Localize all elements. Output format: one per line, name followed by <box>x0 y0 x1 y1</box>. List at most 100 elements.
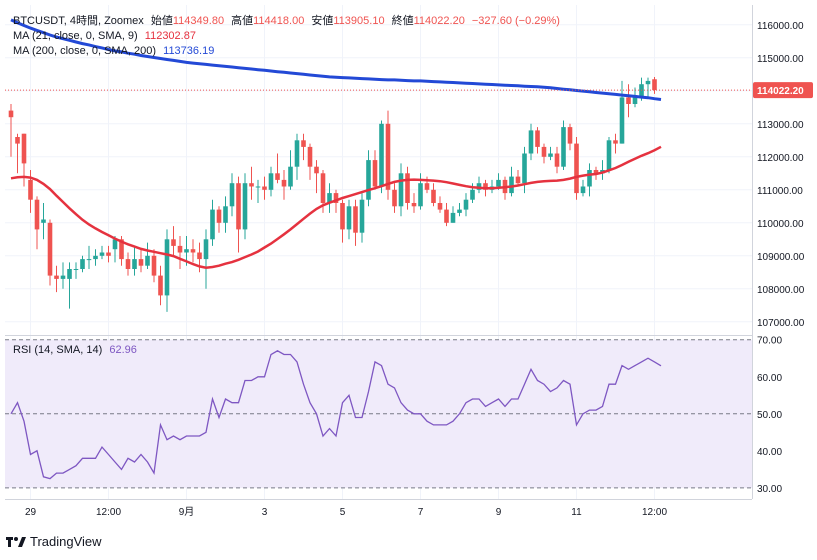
change-value: −327.60 (−0.29%) <box>471 15 560 27</box>
candle-body <box>184 249 189 253</box>
candle <box>574 137 579 200</box>
brand-name: TradingView <box>30 534 102 549</box>
candle <box>112 236 118 263</box>
candle-body <box>463 199 469 210</box>
candle-body <box>242 183 248 230</box>
candle-body <box>125 259 131 269</box>
candle-body <box>294 140 300 167</box>
candle <box>255 179 261 203</box>
price-tick-label: 111000.00 <box>757 186 803 197</box>
time-tick-label: 11 <box>571 507 582 518</box>
candle-body <box>119 239 124 260</box>
candle <box>164 229 170 312</box>
candle-body <box>223 206 228 223</box>
candle <box>444 203 449 227</box>
time-tick-label: 12:00 <box>642 507 667 518</box>
candle <box>281 170 287 200</box>
candle <box>54 265 59 293</box>
candle-body <box>268 173 274 190</box>
candle-body <box>593 170 599 174</box>
candle <box>626 84 631 118</box>
candle-body <box>236 183 241 230</box>
candle <box>262 176 267 200</box>
candle <box>158 265 163 306</box>
tradingview-logo[interactable]: TradingView <box>6 534 102 549</box>
close-label: 終値 <box>391 15 414 27</box>
candle-body <box>203 239 209 260</box>
rsi-legend-value: 62.96 <box>109 344 137 356</box>
ma200-legend-row[interactable]: MA (200, close, 0, SMA, 200) 113736.19 <box>13 44 564 59</box>
candle-body <box>28 179 33 200</box>
candle-body <box>554 153 560 167</box>
candle <box>47 219 53 286</box>
candle <box>463 193 469 217</box>
candle <box>587 163 592 197</box>
candle <box>132 245 137 276</box>
candle <box>8 104 14 157</box>
candle-body <box>613 140 618 144</box>
price-axis[interactable]: 107000.00 108000.00 109000.00 110000.00 1110… <box>757 21 805 329</box>
candle-body <box>567 127 573 144</box>
current-price-label: 114022.20 <box>757 86 804 97</box>
low-value: 113905.10 <box>333 15 385 27</box>
candle-body <box>639 84 644 98</box>
candle <box>476 176 482 194</box>
candle <box>177 236 183 269</box>
candle <box>619 80 625 144</box>
ma21-legend-value: 112302.87 <box>144 30 196 42</box>
candle <box>216 206 222 233</box>
candle-body <box>54 275 59 279</box>
candle <box>411 193 417 213</box>
candle <box>60 262 66 289</box>
candle-body <box>606 140 612 170</box>
candle <box>67 262 72 309</box>
time-tick-label: 29 <box>25 507 37 518</box>
candle <box>86 245 92 269</box>
rsi-axis[interactable]: 30.00 40.00 50.00 60.00 70.00 <box>757 336 782 495</box>
ma21-legend-label: MA (21, close, 0, SMA, 9) <box>13 30 138 42</box>
tradingview-logo-icon <box>6 536 26 547</box>
candle <box>489 179 495 194</box>
price-tick-label: 116000.00 <box>757 21 804 32</box>
candle <box>613 133 618 154</box>
symbol-label[interactable]: BTCUSDT, 4時間, Zoomex <box>13 15 144 27</box>
candle-body <box>619 97 625 144</box>
candle-body <box>353 206 358 233</box>
candle <box>327 183 332 213</box>
candle <box>15 133 20 174</box>
candle <box>314 160 319 194</box>
candle-body <box>405 173 410 203</box>
candles <box>8 77 657 312</box>
time-tick-label: 12:00 <box>96 507 121 518</box>
candle-body <box>561 127 566 167</box>
candle <box>99 245 105 260</box>
candle <box>359 193 365 243</box>
candle-body <box>470 189 475 200</box>
candle-body <box>476 183 482 190</box>
candle-body <box>307 146 313 167</box>
candle-body <box>145 255 150 266</box>
candle <box>229 173 235 217</box>
open-value: 114349.80 <box>172 15 225 27</box>
candle-body <box>34 199 40 230</box>
candle <box>307 143 313 180</box>
candle <box>301 133 306 161</box>
candle <box>600 160 605 180</box>
candle <box>580 179 586 197</box>
candle-body <box>515 176 521 184</box>
candle-body <box>262 186 267 190</box>
ma21-legend-row[interactable]: MA (21, close, 0, SMA, 9) 112302.87 <box>13 29 564 44</box>
candle-body <box>60 275 66 279</box>
candle-body <box>496 179 501 187</box>
candle-body <box>210 209 215 240</box>
candle <box>431 183 436 207</box>
candle-body <box>398 173 404 207</box>
candle-body <box>522 153 527 184</box>
candle <box>73 262 79 279</box>
candle <box>535 127 540 154</box>
candle-body <box>437 203 443 210</box>
candle-body <box>281 179 287 187</box>
time-axis[interactable]: 29 12:00 9月 3 5 7 9 11 12:00 <box>25 506 668 518</box>
rsi-legend[interactable]: RSI (14, SMA, 14) 62.96 <box>13 343 141 358</box>
